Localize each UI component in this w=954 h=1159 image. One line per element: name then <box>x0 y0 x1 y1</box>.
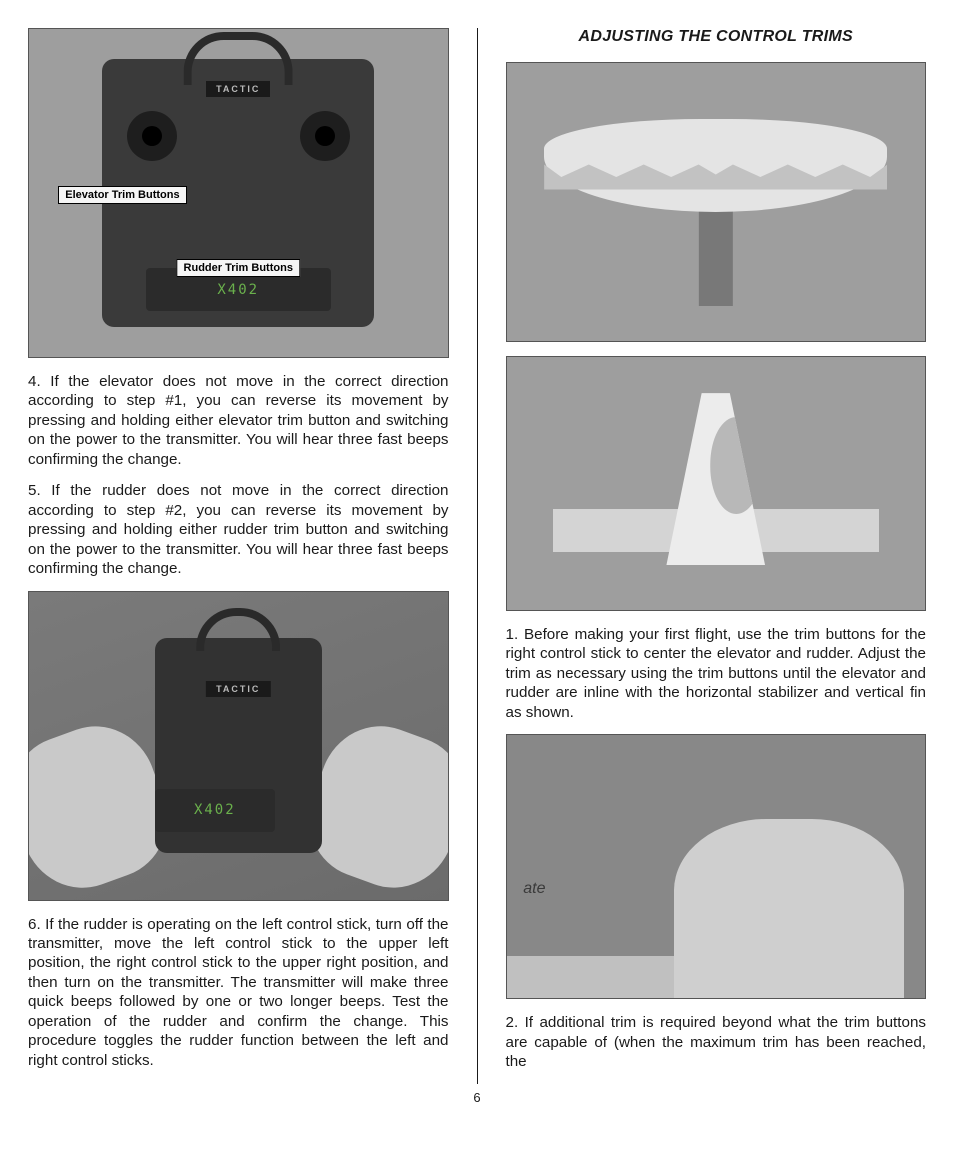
model-label: X402 <box>217 282 259 298</box>
figure-transmitter-in-hands: TACTIC X402 <box>28 591 449 901</box>
figure-tail-side-view <box>506 356 927 611</box>
vertical-fin-icon <box>657 393 775 565</box>
left-column: TACTIC X402 Elevator Trim Buttons Rudder… <box>28 28 449 1084</box>
column-divider <box>477 28 478 1084</box>
rudder-trim-label: Rudder Trim Buttons <box>177 259 300 277</box>
page-number: 6 <box>28 1090 926 1105</box>
paragraph-trim-1: 1. Before making your first flight, use … <box>506 625 927 722</box>
wing-icon <box>544 119 887 213</box>
section-heading: ADJUSTING THE CONTROL TRIMS <box>506 28 927 46</box>
paragraph-trim-2: 2. If additional trim is required beyond… <box>506 1013 927 1071</box>
antenna-icon <box>196 608 280 651</box>
right-stick-icon <box>300 111 350 161</box>
figure-trim-adjustment: ate <box>506 734 927 999</box>
paragraph-step-6: 6. If the rudder is operating on the lef… <box>28 915 449 1071</box>
figure-plane-top-view <box>506 62 927 342</box>
brand-badge: TACTIC <box>206 681 270 697</box>
paragraph-step-4: 4. If the elevator does not move in the … <box>28 372 449 469</box>
control-sticks <box>127 111 350 161</box>
figure-transmitter-trim-buttons: TACTIC X402 Elevator Trim Buttons Rudder… <box>28 28 449 358</box>
right-column: ADJUSTING THE CONTROL TRIMS 1. Before ma… <box>506 28 927 1084</box>
hand-icon <box>674 819 904 998</box>
partial-label-text: ate <box>523 880 545 898</box>
paragraph-step-5: 5. If the rudder does not move in the co… <box>28 481 449 578</box>
left-stick-icon <box>127 111 177 161</box>
surface-strip-icon <box>507 956 683 998</box>
elevator-trim-label: Elevator Trim Buttons <box>58 186 186 204</box>
model-panel: X402 <box>155 789 276 832</box>
model-label: X402 <box>194 802 236 818</box>
two-column-layout: TACTIC X402 Elevator Trim Buttons Rudder… <box>28 28 926 1084</box>
transmitter-illustration-small: TACTIC X402 <box>155 638 322 854</box>
antenna-icon <box>184 32 293 86</box>
airplane-icon <box>544 98 887 307</box>
tail-assembly-icon <box>553 376 879 591</box>
